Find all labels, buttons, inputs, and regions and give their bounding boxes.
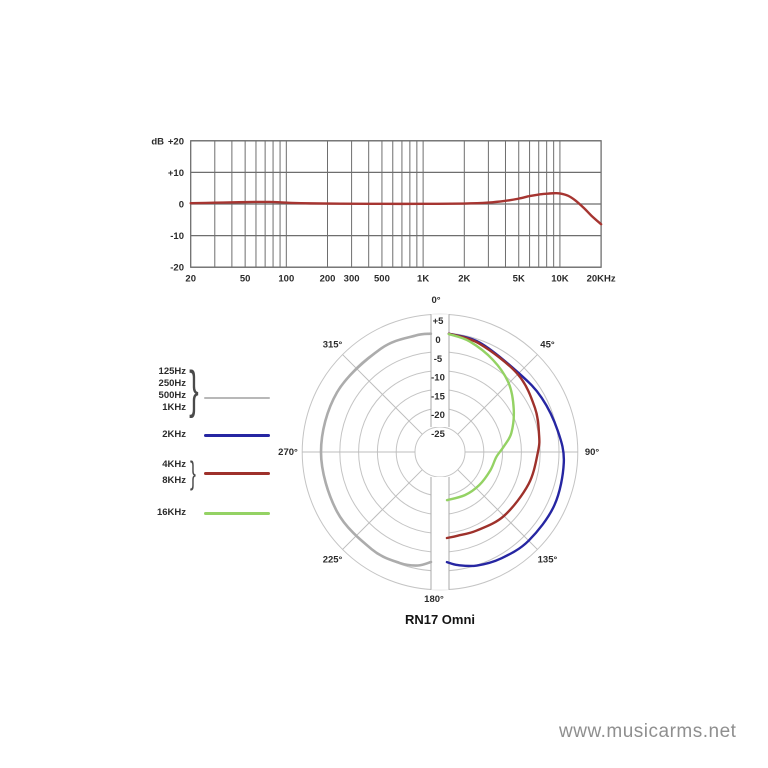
legend-group-16KHz: 16KHz	[156, 507, 270, 519]
legend-brace: }	[190, 455, 196, 491]
legend-labels: 125Hz 250Hz 500Hz 1KHz	[156, 366, 186, 414]
polar-ring-label: -15	[431, 391, 445, 402]
polar-radial-line	[457, 469, 538, 550]
legend-color-line	[204, 471, 270, 475]
polar-angle-label: 225°	[323, 554, 343, 565]
legend-group-125Hz-250Hz-500Hz-1KHz: 125Hz 250Hz 500Hz 1KHz}	[156, 364, 270, 416]
polar-curve-125Hz-1KHz	[319, 332, 433, 567]
fr-xtick-label: 1K	[417, 274, 429, 285]
legend-label: 250Hz	[158, 378, 186, 389]
polar-ring-label: -5	[434, 354, 443, 365]
polar-chart-title: RN17 Omni	[404, 612, 476, 627]
fr-xtick-label: 500	[374, 274, 390, 285]
polar-ring-label: -20	[431, 410, 445, 421]
legend-label: 2KHz	[162, 429, 186, 440]
fr-response-curve	[189, 191, 603, 226]
polar-angle-label: 45°	[540, 340, 555, 351]
fr-ytick-label: 0	[179, 200, 184, 211]
legend-label: 4KHz	[162, 459, 186, 470]
legend-group-4KHz-8KHz: 4KHz 8KHz}	[156, 457, 270, 489]
fr-ytick-label: -10	[170, 231, 184, 242]
polar-axis-channel-top	[431, 314, 449, 427]
legend-label: 125Hz	[158, 366, 186, 377]
legend-label: 1KHz	[162, 402, 186, 413]
fr-axis-label: dB	[151, 136, 164, 147]
polar-radial-line	[342, 354, 423, 435]
polar-angle-label: 270°	[278, 447, 298, 458]
legend-brace: }	[189, 361, 199, 419]
legend-color-line	[204, 433, 270, 437]
polar-center-disc	[416, 428, 464, 476]
polar-angle-label: 315°	[323, 340, 343, 351]
legend-color-line	[204, 396, 270, 400]
polar-ring-label: 0	[435, 335, 440, 346]
fr-xtick-label: 20KHz	[587, 274, 616, 285]
polar-radial-line	[342, 469, 423, 550]
legend-labels: 2KHz	[156, 429, 186, 441]
legend-label: 500Hz	[158, 390, 186, 401]
fr-xtick-label: 10K	[551, 274, 569, 285]
fr-xtick-label: 5K	[513, 274, 525, 285]
legend-color-line	[204, 511, 270, 515]
fr-ytick-label: +10	[168, 168, 184, 179]
polar-angle-label: 180°	[424, 594, 444, 605]
polar-ring-label: +5	[433, 316, 445, 327]
fr-xtick-label: 2K	[458, 274, 470, 285]
polar-angle-label: 135°	[538, 554, 558, 565]
fr-xtick-label: 50	[240, 274, 251, 285]
legend-labels: 16KHz	[156, 507, 186, 519]
legend-group-2KHz: 2KHz	[156, 429, 270, 441]
legend-label: 8KHz	[162, 475, 186, 486]
fr-xtick-label: 100	[278, 274, 294, 285]
polar-angle-label: 0°	[431, 295, 440, 306]
polar-curve-16KHz	[445, 332, 516, 502]
fr-xtick-label: 300	[344, 274, 360, 285]
polar-axis-channel-bottom	[431, 477, 449, 590]
fr-ytick-label: -20	[170, 263, 184, 274]
polar-angle-label: 90°	[585, 447, 600, 458]
polar-radial-line	[457, 354, 538, 435]
fr-xtick-label: 200	[320, 274, 336, 285]
watermark: www.musicarms.net	[559, 721, 737, 742]
polar-curve-4KHz-8KHz	[445, 332, 541, 540]
polar-ring-label: -10	[431, 373, 445, 384]
polar-ring-label: -25	[431, 429, 445, 440]
legend-labels: 4KHz 8KHz	[156, 457, 186, 489]
fr-ytick-label: +20	[168, 136, 184, 147]
legend-label: 16KHz	[156, 507, 186, 518]
fr-xtick-label: 20	[185, 274, 196, 285]
